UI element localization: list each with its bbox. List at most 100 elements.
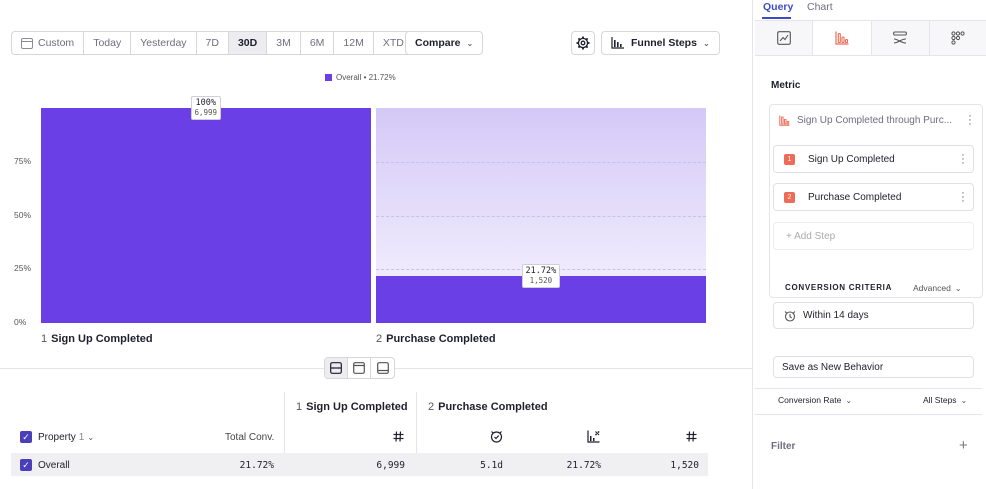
flows-icon xyxy=(893,31,907,44)
x-axis-label: 1 Sign Up Completed xyxy=(41,333,153,345)
top-layout-icon xyxy=(353,362,365,374)
select-all-checkbox[interactable]: ✓ xyxy=(20,431,32,443)
split-layout-icon xyxy=(330,362,342,374)
step-label: Sign Up Completed xyxy=(808,153,895,165)
table-row[interactable] xyxy=(11,453,708,476)
step-header-label: Purchase Completed xyxy=(438,401,548,413)
bottom-layout-icon xyxy=(376,362,389,374)
table-header-step-2: 2 Purchase Completed xyxy=(428,401,548,413)
all-steps-label: All Steps xyxy=(923,395,957,405)
query-type-segmentation-button[interactable] xyxy=(755,21,814,55)
row-step2-time: 5.1d xyxy=(480,460,503,471)
alarm-clock-icon xyxy=(784,310,796,322)
query-panel: Query Chart Metric Sign Up Completed thr… xyxy=(752,0,986,489)
row-name: Overall xyxy=(38,460,70,471)
date-3m-button[interactable]: 3M xyxy=(267,32,301,54)
property-header-label: Property xyxy=(38,432,76,443)
bar-value-label: 21.72% 1,520 xyxy=(521,264,561,289)
chart-type-label: Funnel Steps xyxy=(631,37,697,49)
step-number: 2 xyxy=(428,401,435,413)
add-step-button[interactable]: + Add Step xyxy=(773,222,974,250)
step-name: Sign Up Completed xyxy=(51,333,153,345)
metric-card xyxy=(769,104,983,298)
chart-type-dropdown[interactable]: Funnel Steps ⌄ xyxy=(601,31,720,55)
date-range-picker: Custom Today Yesterday 7D 30D 3M 6M 12M … xyxy=(11,31,426,55)
table-divider xyxy=(416,392,417,476)
step-more-icon[interactable]: · · · xyxy=(961,187,965,207)
view-split-button[interactable] xyxy=(325,358,348,378)
measure-row xyxy=(755,388,982,415)
settings-button[interactable] xyxy=(571,31,595,55)
step-badge: 1 xyxy=(784,153,795,165)
metric-summary-label: Sign Up Completed through Purc... xyxy=(797,114,953,126)
funnel-chart-icon xyxy=(835,31,849,45)
conversion-rate-icon xyxy=(587,430,600,443)
row-step1-count: 6,999 xyxy=(376,460,405,471)
funnel-step-2[interactable]: 2 Purchase Completed · · · xyxy=(773,183,974,211)
conversion-rate-dropdown[interactable]: Conversion Rate ⌄ xyxy=(778,395,852,405)
funnel-bar[interactable] xyxy=(41,108,371,323)
y-tick-label: 0% xyxy=(14,317,27,327)
bar-percent: 21.72% xyxy=(525,266,557,277)
add-filter-plus-icon[interactable]: + xyxy=(959,437,968,454)
query-type-retention-button[interactable] xyxy=(930,21,986,55)
row-checkbox[interactable]: ✓ xyxy=(20,459,32,471)
step-number: 1 xyxy=(41,333,48,345)
advanced-dropdown[interactable]: Advanced ⌄ xyxy=(913,283,962,293)
legend-swatch xyxy=(325,74,332,81)
row-total-conv: 21.72% xyxy=(239,460,274,471)
date-yesterday-button[interactable]: Yesterday xyxy=(131,32,197,54)
metric-summary[interactable]: Sign Up Completed through Purc... xyxy=(779,113,979,127)
date-custom-button[interactable]: Custom xyxy=(12,32,85,54)
date-today-button[interactable]: Today xyxy=(84,32,132,54)
chevron-down-icon: ⌄ xyxy=(954,283,962,293)
query-type-bar xyxy=(755,20,986,56)
metric-more-icon[interactable]: · · · xyxy=(968,110,972,130)
view-toggle xyxy=(324,357,395,379)
legend-label: Overall • 21.72% xyxy=(336,73,396,82)
compare-dropdown[interactable]: Compare ⌄ xyxy=(405,31,484,55)
date-6m-button[interactable]: 6M xyxy=(301,32,335,54)
grid-line xyxy=(376,161,706,163)
calendar-icon xyxy=(21,37,33,49)
date-30d-button[interactable]: 30D xyxy=(228,32,268,54)
query-builder: Metric Sign Up Completed through Purc...… xyxy=(755,56,986,416)
chart-legend[interactable]: Overall • 21.72% xyxy=(325,73,396,82)
step-number: 2 xyxy=(376,333,383,345)
save-as-behavior-button[interactable]: Save as New Behavior xyxy=(773,356,974,378)
filter-section-label: Filter xyxy=(771,441,796,452)
conversion-rate-label: Conversion Rate xyxy=(778,395,842,405)
advanced-label: Advanced xyxy=(913,283,951,293)
table-header-step-1: 1 Sign Up Completed xyxy=(296,401,408,413)
view-table-only-button[interactable] xyxy=(371,358,394,378)
query-type-flows-button[interactable] xyxy=(872,21,930,55)
query-type-funnel-button[interactable] xyxy=(813,21,872,55)
step-more-icon[interactable]: · · · xyxy=(961,149,965,169)
bar-value-label: 100% 6,999 xyxy=(190,96,222,120)
property-column-header[interactable]: Property 1 ⌄ xyxy=(38,432,94,443)
date-xtd-label: XTD xyxy=(382,37,404,49)
view-chart-only-button[interactable] xyxy=(348,358,371,378)
hash-icon xyxy=(686,431,697,442)
y-tick-label: 50% xyxy=(14,209,32,220)
step-badge: 2 xyxy=(784,191,795,203)
tab-query[interactable]: Query xyxy=(763,1,794,13)
conversion-criteria-label: CONVERSION CRITERIA xyxy=(785,283,893,292)
grid-line xyxy=(376,215,706,217)
tab-chart[interactable]: Chart xyxy=(807,1,833,13)
funnel-step-1[interactable]: 1 Sign Up Completed · · · xyxy=(773,145,974,173)
step-name: Purchase Completed xyxy=(386,333,496,345)
gear-icon xyxy=(576,36,590,50)
metric-section-label: Metric xyxy=(771,80,801,91)
chevron-down-icon: ⌄ xyxy=(960,395,968,405)
step-header-label: Sign Up Completed xyxy=(306,401,408,413)
chevron-down-icon: ⌄ xyxy=(845,395,853,405)
compare-label: Compare xyxy=(415,37,461,49)
bar-count: 1,520 xyxy=(529,276,553,286)
bar-count: 6,999 xyxy=(194,108,218,117)
date-12m-button[interactable]: 12M xyxy=(334,32,374,54)
all-steps-dropdown[interactable]: All Steps ⌄ xyxy=(923,395,967,405)
y-tick-label: 75% xyxy=(14,155,32,166)
conversion-window-selector[interactable]: Within 14 days xyxy=(773,302,974,329)
date-7d-button[interactable]: 7D xyxy=(197,32,229,54)
